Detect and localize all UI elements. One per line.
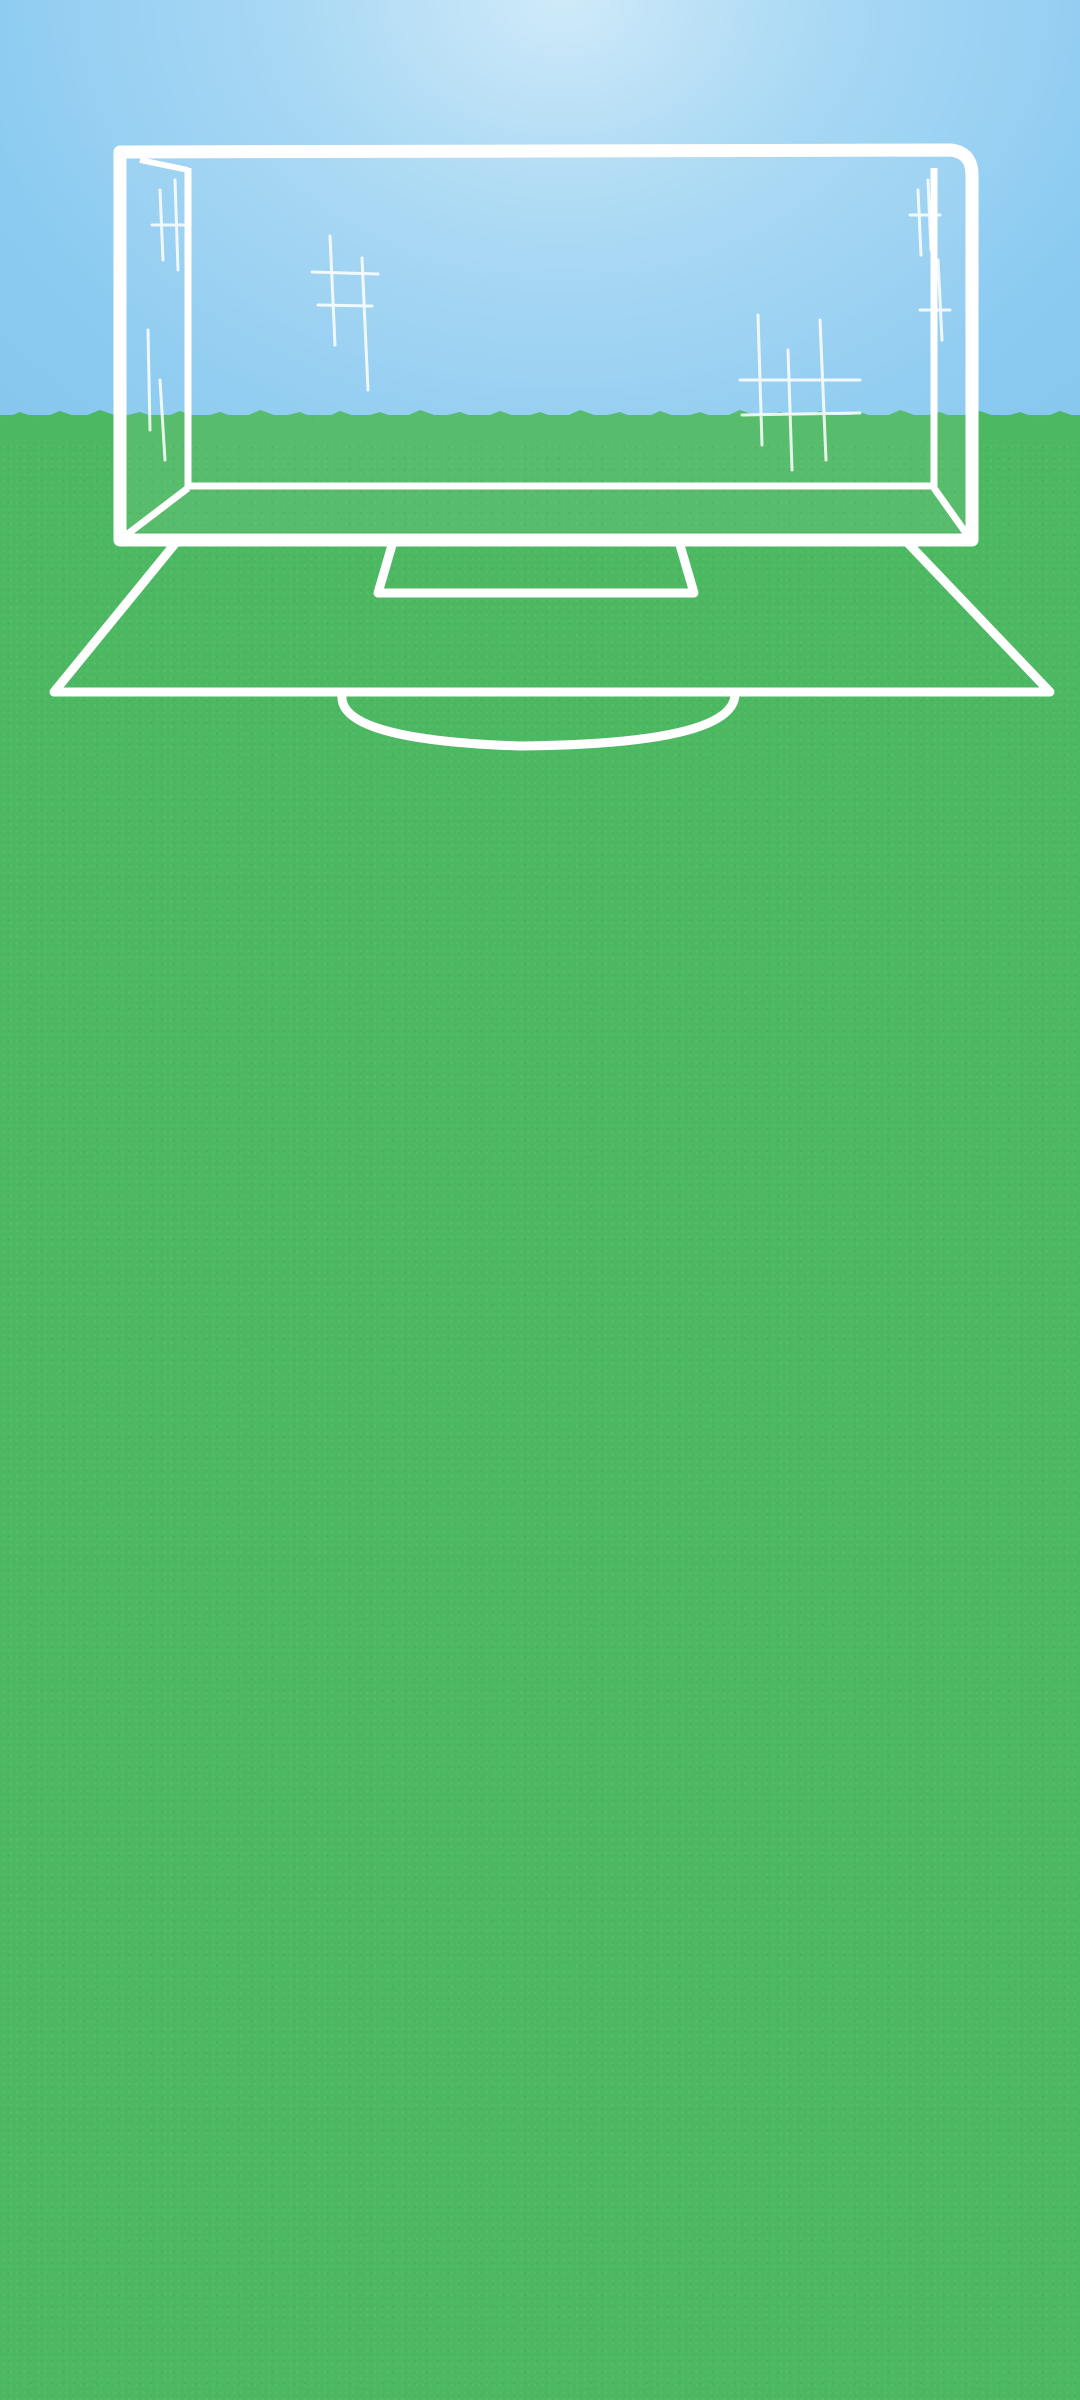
penalty-area-line: [49, 535, 1055, 697]
goal-area-line: [373, 540, 699, 598]
goal-back-frame: [184, 168, 938, 490]
pitch-markings: [0, 143, 1080, 751]
goal-depth-line-left-bottom: [122, 485, 191, 539]
penalty-arc-line: [337, 690, 740, 751]
grass-horizon: [0, 410, 1080, 440]
goal-net-fill: [122, 152, 974, 532]
sky-background: [0, 0, 1080, 440]
goal-depth-line-left-top: [139, 157, 189, 173]
goal-frame: [113, 143, 979, 547]
goal-depth-line-right-bottom: [931, 485, 971, 539]
net-sparkles: [146, 178, 952, 472]
